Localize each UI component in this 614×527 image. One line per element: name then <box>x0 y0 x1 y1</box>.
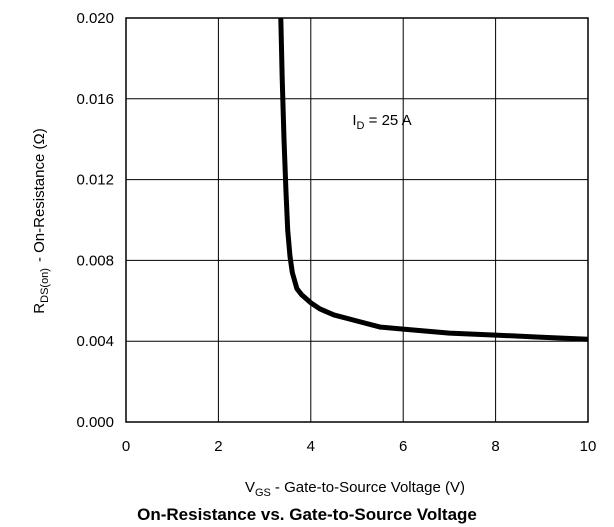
annotation-subscript: D <box>357 120 365 132</box>
x-tick-label: 4 <box>307 438 315 455</box>
x-axis-title: VGS - Gate-to-Source Voltage (V) <box>245 479 465 499</box>
x-tick-labels: 0 2 4 6 8 10 <box>122 438 597 455</box>
grid-lines <box>126 18 588 422</box>
plot-frame <box>125 17 589 423</box>
x-tick-label: 0 <box>122 438 130 455</box>
x-tick-label: 2 <box>214 438 222 455</box>
series-line <box>278 17 589 342</box>
y-tick-labels: 0.000 0.004 0.008 0.012 0.016 0.020 <box>76 10 114 431</box>
y-tick-label: 0.008 <box>76 252 114 269</box>
x-tick-label: 8 <box>491 438 499 455</box>
x-axis-subscript: GS <box>255 487 271 499</box>
x-axis-text: - Gate-to-Source Voltage (V) <box>275 479 465 496</box>
chart-title: On-Resistance vs. Gate-to-Source Voltage <box>137 505 477 524</box>
y-tick-label: 0.000 <box>76 414 114 431</box>
y-tick-label: 0.012 <box>76 172 114 189</box>
y-tick-label: 0.004 <box>76 333 114 350</box>
y-axis-title: RDS(on) - On-Resistance (Ω) <box>31 128 51 313</box>
y-tick-label: 0.020 <box>76 10 114 27</box>
x-axis-symbol: V <box>245 479 255 496</box>
x-tick-label: 10 <box>580 438 597 455</box>
y-axis-symbol: R <box>31 303 48 314</box>
annotation-id-label: ID = 25 A <box>352 112 411 132</box>
y-tick-label: 0.016 <box>76 91 114 108</box>
y-axis-text: - On-Resistance (Ω) <box>31 128 48 262</box>
annotation-symbol: I <box>352 112 356 129</box>
x-tick-label: 6 <box>399 438 407 455</box>
annotation-text: = 25 A <box>365 112 412 129</box>
y-axis-subscript: DS(on) <box>39 268 51 303</box>
